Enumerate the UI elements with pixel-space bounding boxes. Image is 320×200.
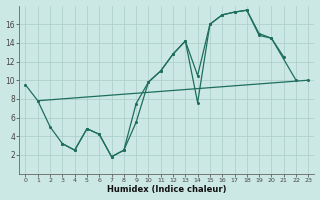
X-axis label: Humidex (Indice chaleur): Humidex (Indice chaleur) xyxy=(107,185,227,194)
